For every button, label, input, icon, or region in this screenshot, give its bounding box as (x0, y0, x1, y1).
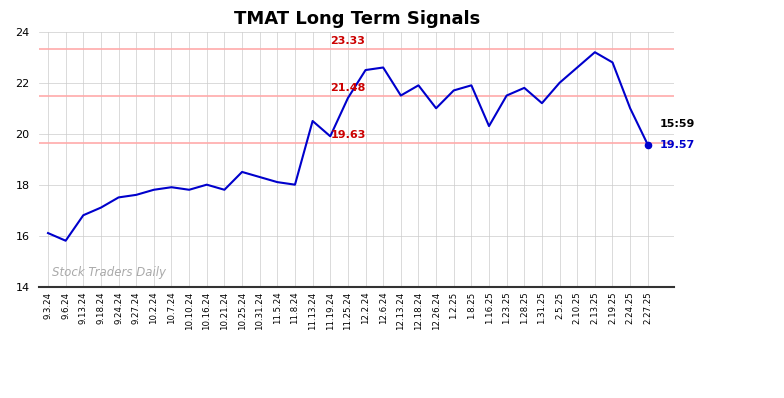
Text: 21.48: 21.48 (330, 83, 365, 93)
Text: 19.57: 19.57 (660, 140, 695, 150)
Point (641, 142, 654, 148)
Title: TMAT Long Term Signals: TMAT Long Term Signals (234, 10, 480, 27)
Text: 15:59: 15:59 (660, 119, 695, 129)
Text: 19.63: 19.63 (330, 130, 365, 140)
Text: Stock Traders Daily: Stock Traders Daily (52, 266, 166, 279)
Text: 23.33: 23.33 (331, 35, 365, 46)
